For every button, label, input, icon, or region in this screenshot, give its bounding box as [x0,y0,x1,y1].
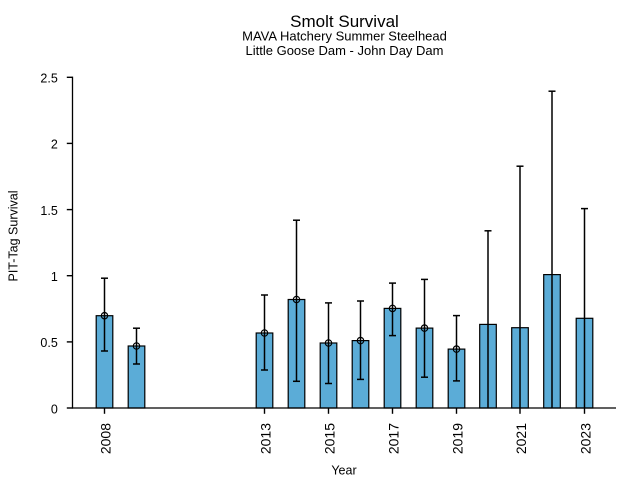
svg-text:2015: 2015 [322,423,338,454]
svg-text:1.5: 1.5 [40,204,57,218]
svg-text:2.5: 2.5 [40,72,57,86]
svg-text:2013: 2013 [258,423,274,454]
svg-text:0.5: 0.5 [40,336,57,350]
svg-text:2023: 2023 [578,423,594,454]
svg-text:Year: Year [331,464,356,478]
svg-text:2017: 2017 [386,423,402,454]
svg-text:PIT-Tag Survival: PIT-Tag Survival [7,190,21,281]
svg-text:2: 2 [51,138,58,152]
svg-text:Little Goose Dam - John Day Da: Little Goose Dam - John Day Dam [246,43,444,58]
svg-text:2021: 2021 [513,423,529,454]
svg-text:1: 1 [51,270,58,284]
svg-text:MAVA Hatchery Summer Steelhead: MAVA Hatchery Summer Steelhead [242,28,447,43]
svg-text:Smolt Survival: Smolt Survival [290,12,399,31]
svg-text:2019: 2019 [450,423,466,454]
svg-text:2008: 2008 [98,423,114,454]
svg-text:0: 0 [51,402,58,416]
